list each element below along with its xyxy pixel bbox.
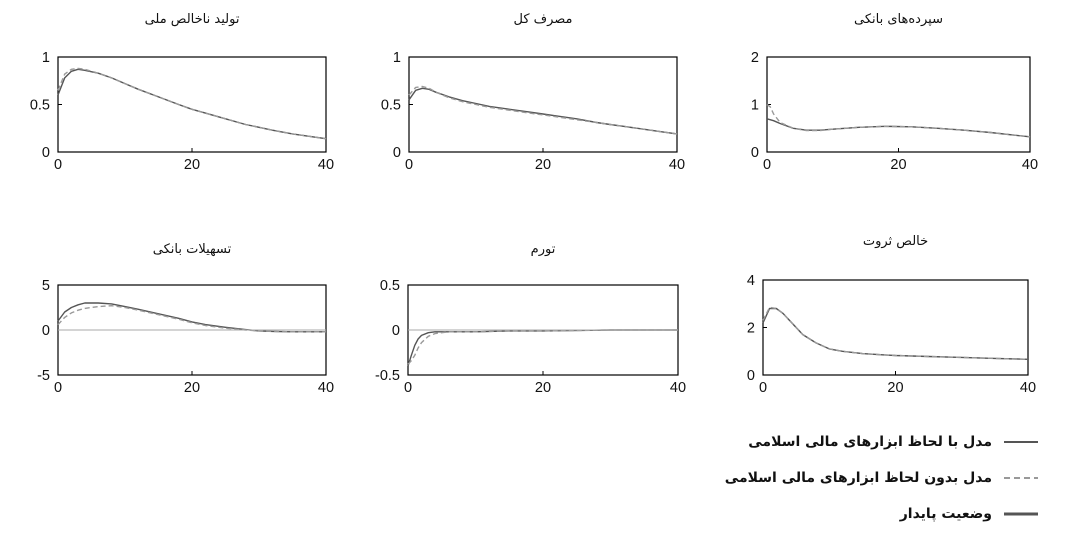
x-tick-label: 40 — [318, 380, 334, 396]
x-tick-label: 20 — [890, 157, 906, 173]
series-line-no-islamic-model — [57, 305, 326, 333]
panel-title: تولید ناخالص ملی — [145, 12, 240, 27]
dashed-line-swatch-icon — [1000, 471, 1040, 485]
legend-label-no-islamic-model: مدل بدون لحاظ ابزارهای مالی اسلامی — [724, 470, 992, 486]
panel-title: تسهیلات بانکی — [153, 242, 232, 257]
x-tick-label: 40 — [1020, 380, 1036, 396]
solid-line-swatch-icon — [1000, 435, 1040, 449]
panel-3: سپرده‌های بانکی 0 20 40 0 1 2 — [751, 12, 1038, 173]
x-tick-label: 40 — [669, 157, 685, 173]
panel-2: مصرف کل 0 20 40 0 0.5 1 — [381, 12, 685, 173]
y-tick-label: 5 — [42, 278, 50, 294]
legend-label-steady-state: وضعیت پایدار — [899, 506, 992, 522]
series-line-islamic-model — [408, 87, 678, 135]
y-tick-label: 0 — [393, 145, 401, 161]
x-tick-label: 20 — [887, 380, 903, 396]
x-tick-label: 0 — [759, 380, 767, 396]
x-tick-label: 0 — [404, 380, 412, 396]
y-tick-label: 0.5 — [380, 278, 400, 294]
series-line-no-islamic-model — [57, 67, 327, 140]
y-tick-label: 0 — [42, 145, 50, 161]
y-tick-label: 4 — [747, 273, 755, 289]
panel-title: تورم — [531, 242, 556, 257]
y-tick-label: -0.5 — [375, 368, 400, 384]
plot-frame — [766, 56, 1031, 153]
panel-title: خالص ثروت — [863, 234, 928, 249]
plot-frame — [408, 56, 678, 153]
x-tick-label: 40 — [318, 157, 334, 173]
series-line-islamic-model — [57, 68, 327, 140]
x-tick-label: 20 — [184, 380, 200, 396]
y-tick-label: 0.5 — [381, 98, 401, 114]
panel-title: سپرده‌های بانکی — [854, 12, 943, 27]
series-line-no-islamic-model — [762, 306, 1029, 360]
y-tick-label: 1 — [42, 50, 50, 66]
y-tick-label: 2 — [747, 321, 755, 337]
y-tick-label: 0 — [747, 368, 755, 384]
x-tick-label: 0 — [763, 157, 771, 173]
legend-label-islamic-model: مدل با لحاظ ابزارهای مالی اسلامی — [748, 434, 992, 450]
panel-6: خالص ثروت 0 20 40 0 2 4 — [747, 234, 1036, 396]
x-tick-label: 40 — [1022, 157, 1038, 173]
legend-item-no-islamic-model: مدل بدون لحاظ ابزارهای مالی اسلامی — [520, 460, 1040, 496]
steady-line-swatch-icon — [1000, 507, 1040, 521]
y-tick-label: 0 — [751, 145, 759, 161]
y-tick-label: 0 — [392, 323, 400, 339]
x-tick-label: 40 — [670, 380, 686, 396]
x-tick-label: 0 — [405, 157, 413, 173]
y-tick-label: 0 — [42, 323, 50, 339]
x-tick-label: 0 — [54, 157, 62, 173]
legend-item-steady-state: وضعیت پایدار — [520, 496, 1040, 532]
panel-title: مصرف کل — [513, 12, 572, 27]
panel-1: تولید ناخالص ملی 0 20 40 0 0.5 1 — [30, 12, 334, 173]
series-line-no-islamic-model — [408, 85, 678, 135]
series-line-islamic-model — [57, 302, 326, 333]
x-tick-label: 0 — [54, 380, 62, 396]
plot-frame — [762, 279, 1029, 376]
x-tick-label: 20 — [535, 380, 551, 396]
y-tick-label: 2 — [751, 50, 759, 66]
x-tick-label: 20 — [535, 157, 551, 173]
legend: مدل با لحاظ ابزارهای مالی اسلامی مدل بدو… — [520, 424, 1040, 532]
series-line-islamic-model — [407, 329, 678, 367]
x-tick-label: 20 — [184, 157, 200, 173]
y-tick-label: 1 — [751, 98, 759, 114]
series-line-no-islamic-model — [407, 329, 678, 365]
y-tick-label: 0.5 — [30, 98, 50, 114]
series-line-no-islamic-model — [766, 103, 1031, 138]
y-tick-label: 1 — [393, 50, 401, 66]
series-line-islamic-model — [766, 118, 1031, 138]
legend-item-islamic-model: مدل با لحاظ ابزارهای مالی اسلامی — [520, 424, 1040, 460]
plot-frame — [57, 56, 327, 153]
y-tick-label: -5 — [37, 368, 50, 384]
